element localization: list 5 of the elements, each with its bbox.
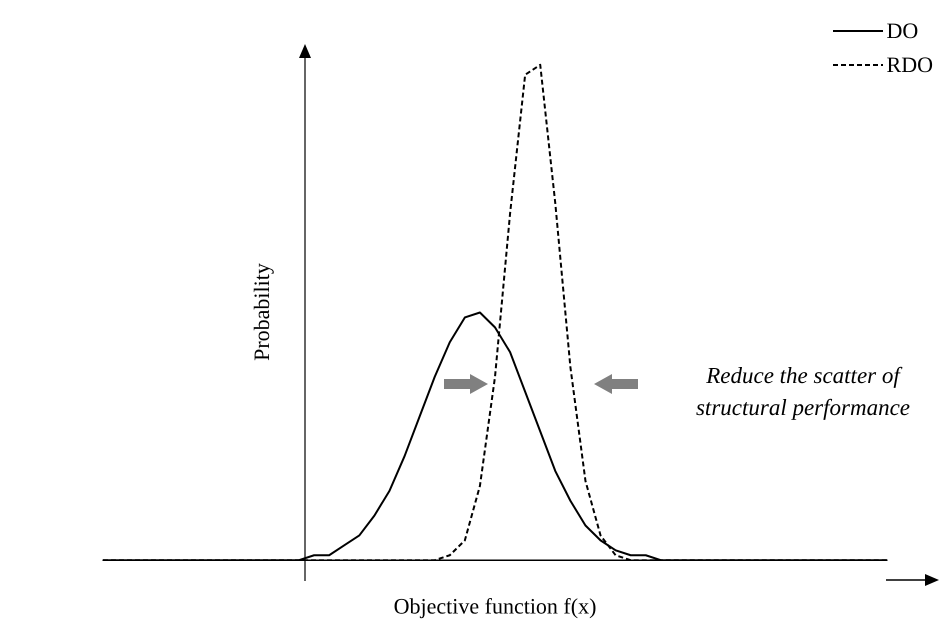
y-axis-title: Probability (249, 263, 275, 361)
x-axis-title: Objective function f(x) (394, 594, 596, 619)
legend-label: RDO (886, 52, 933, 78)
legend-label: DO (886, 18, 918, 44)
annotation: Reduce the scatter of structural performance (694, 362, 911, 422)
